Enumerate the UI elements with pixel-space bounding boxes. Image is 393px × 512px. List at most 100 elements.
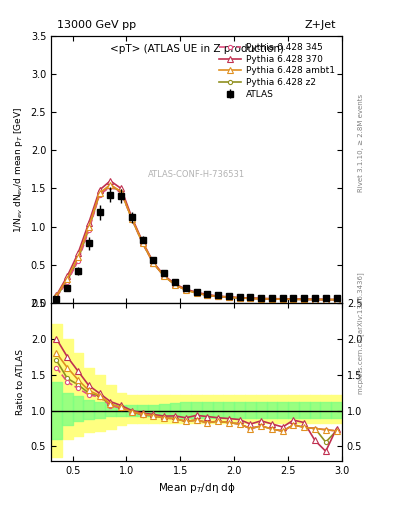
Pythia 6.428 z2 bbox=[194, 290, 199, 296]
Pythia 6.428 345 bbox=[151, 260, 156, 266]
Y-axis label: Ratio to ATLAS: Ratio to ATLAS bbox=[16, 349, 25, 415]
Pythia 6.428 z2 bbox=[270, 296, 274, 302]
Pythia 6.428 345 bbox=[65, 279, 70, 285]
Pythia 6.428 ambt1 bbox=[194, 290, 199, 296]
Pythia 6.428 370 bbox=[130, 215, 134, 221]
Pythia 6.428 345 bbox=[237, 295, 242, 301]
Pythia 6.428 370 bbox=[237, 294, 242, 301]
Pythia 6.428 345 bbox=[270, 296, 274, 302]
Pythia 6.428 370 bbox=[173, 281, 177, 287]
Pythia 6.428 370 bbox=[194, 289, 199, 295]
Pythia 6.428 370 bbox=[280, 296, 285, 302]
Pythia 6.428 ambt1 bbox=[140, 240, 145, 246]
Pythia 6.428 z2 bbox=[76, 257, 81, 263]
Pythia 6.428 z2 bbox=[226, 294, 231, 301]
Pythia 6.428 z2 bbox=[97, 191, 102, 197]
Pythia 6.428 345 bbox=[312, 296, 317, 303]
Pythia 6.428 z2 bbox=[205, 292, 209, 298]
Line: Pythia 6.428 ambt1: Pythia 6.428 ambt1 bbox=[54, 182, 339, 303]
Pythia 6.428 ambt1 bbox=[205, 292, 209, 298]
Pythia 6.428 ambt1 bbox=[54, 293, 59, 299]
Line: Pythia 6.428 370: Pythia 6.428 370 bbox=[54, 178, 339, 302]
Pythia 6.428 370 bbox=[270, 295, 274, 302]
Pythia 6.428 345 bbox=[119, 189, 123, 196]
Pythia 6.428 370 bbox=[226, 294, 231, 300]
Pythia 6.428 345 bbox=[86, 227, 91, 233]
Pythia 6.428 345 bbox=[334, 296, 339, 303]
Pythia 6.428 370 bbox=[184, 286, 188, 292]
Pythia 6.428 z2 bbox=[323, 296, 328, 303]
Pythia 6.428 z2 bbox=[184, 287, 188, 293]
Pythia 6.428 ambt1 bbox=[334, 296, 339, 303]
Pythia 6.428 370 bbox=[108, 178, 113, 184]
Pythia 6.428 345 bbox=[226, 294, 231, 301]
Pythia 6.428 345 bbox=[97, 191, 102, 198]
Pythia 6.428 ambt1 bbox=[259, 296, 263, 302]
Y-axis label: 1/N$_{ev}$ dN$_{ev}$/d mean p$_T$ [GeV]: 1/N$_{ev}$ dN$_{ev}$/d mean p$_T$ [GeV] bbox=[12, 106, 25, 232]
Pythia 6.428 370 bbox=[119, 185, 123, 191]
Pythia 6.428 ambt1 bbox=[280, 296, 285, 302]
Pythia 6.428 345 bbox=[130, 216, 134, 222]
Pythia 6.428 z2 bbox=[54, 293, 59, 300]
Pythia 6.428 370 bbox=[248, 295, 253, 301]
Pythia 6.428 z2 bbox=[130, 216, 134, 222]
Pythia 6.428 ambt1 bbox=[216, 293, 220, 300]
Pythia 6.428 345 bbox=[259, 296, 263, 302]
Line: Pythia 6.428 345: Pythia 6.428 345 bbox=[54, 185, 339, 302]
Text: 13000 GeV pp: 13000 GeV pp bbox=[57, 20, 136, 31]
X-axis label: Mean p$_T$/dη dϕ: Mean p$_T$/dη dϕ bbox=[158, 481, 235, 495]
Pythia 6.428 370 bbox=[140, 239, 145, 245]
Pythia 6.428 z2 bbox=[65, 278, 70, 284]
Pythia 6.428 z2 bbox=[312, 296, 317, 303]
Pythia 6.428 345 bbox=[184, 287, 188, 293]
Pythia 6.428 345 bbox=[76, 258, 81, 264]
Pythia 6.428 370 bbox=[54, 292, 59, 298]
Pythia 6.428 345 bbox=[162, 273, 167, 280]
Pythia 6.428 345 bbox=[216, 293, 220, 300]
Pythia 6.428 345 bbox=[140, 240, 145, 246]
Pythia 6.428 ambt1 bbox=[226, 294, 231, 301]
Pythia 6.428 ambt1 bbox=[173, 282, 177, 288]
Pythia 6.428 ambt1 bbox=[237, 295, 242, 301]
Pythia 6.428 z2 bbox=[237, 295, 242, 301]
Pythia 6.428 ambt1 bbox=[76, 254, 81, 260]
Pythia 6.428 370 bbox=[205, 291, 209, 297]
Pythia 6.428 z2 bbox=[162, 273, 167, 280]
Pythia 6.428 ambt1 bbox=[312, 296, 317, 303]
Pythia 6.428 370 bbox=[291, 296, 296, 302]
Pythia 6.428 ambt1 bbox=[184, 287, 188, 293]
Pythia 6.428 345 bbox=[194, 290, 199, 296]
Pythia 6.428 370 bbox=[312, 296, 317, 303]
Pythia 6.428 ambt1 bbox=[108, 182, 113, 188]
Pythia 6.428 ambt1 bbox=[65, 275, 70, 282]
Pythia 6.428 z2 bbox=[248, 295, 253, 302]
Pythia 6.428 345 bbox=[248, 295, 253, 302]
Pythia 6.428 ambt1 bbox=[302, 296, 307, 303]
Text: <pT> (ATLAS UE in Z production): <pT> (ATLAS UE in Z production) bbox=[110, 44, 283, 54]
Pythia 6.428 370 bbox=[76, 250, 81, 257]
Pythia 6.428 370 bbox=[162, 272, 167, 279]
Pythia 6.428 345 bbox=[205, 292, 209, 298]
Pythia 6.428 370 bbox=[216, 293, 220, 299]
Pythia 6.428 ambt1 bbox=[97, 190, 102, 196]
Pythia 6.428 370 bbox=[334, 296, 339, 303]
Pythia 6.428 z2 bbox=[216, 293, 220, 300]
Pythia 6.428 370 bbox=[65, 273, 70, 280]
Pythia 6.428 z2 bbox=[86, 226, 91, 232]
Pythia 6.428 345 bbox=[108, 184, 113, 190]
Pythia 6.428 ambt1 bbox=[151, 260, 156, 266]
Pythia 6.428 z2 bbox=[259, 296, 263, 302]
Text: mcplots.cern.ch [arXiv:1306.3436]: mcplots.cern.ch [arXiv:1306.3436] bbox=[358, 272, 364, 394]
Pythia 6.428 345 bbox=[323, 296, 328, 303]
Pythia 6.428 z2 bbox=[151, 260, 156, 266]
Pythia 6.428 ambt1 bbox=[86, 224, 91, 230]
Pythia 6.428 ambt1 bbox=[270, 296, 274, 302]
Text: Rivet 3.1.10, ≥ 2.8M events: Rivet 3.1.10, ≥ 2.8M events bbox=[358, 94, 364, 193]
Pythia 6.428 z2 bbox=[302, 296, 307, 303]
Pythia 6.428 z2 bbox=[119, 188, 123, 195]
Pythia 6.428 ambt1 bbox=[130, 216, 134, 222]
Pythia 6.428 ambt1 bbox=[248, 295, 253, 302]
Pythia 6.428 ambt1 bbox=[323, 296, 328, 303]
Line: Pythia 6.428 z2: Pythia 6.428 z2 bbox=[54, 184, 339, 302]
Pythia 6.428 345 bbox=[173, 282, 177, 288]
